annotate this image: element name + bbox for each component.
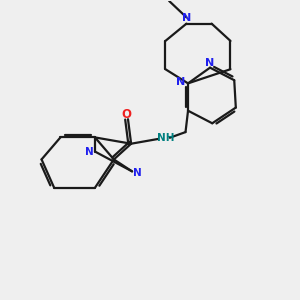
Text: NH: NH (157, 133, 174, 143)
Text: O: O (122, 108, 131, 121)
Text: N: N (182, 13, 191, 23)
Text: N: N (206, 58, 215, 68)
Text: N: N (85, 147, 94, 157)
Text: N: N (176, 77, 186, 87)
Text: N: N (134, 168, 142, 178)
